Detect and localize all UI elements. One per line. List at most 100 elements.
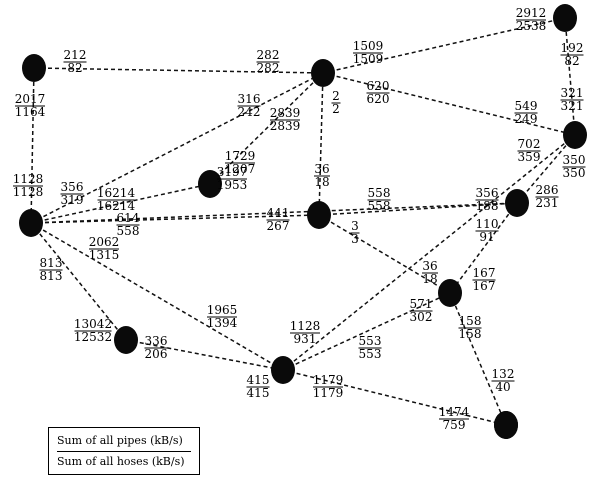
flow-label-top: 2912 xyxy=(516,6,547,20)
edge-n1-n3 xyxy=(30,67,35,224)
flow-label-top: 316 xyxy=(238,92,261,106)
flow-label-bottom: 158 xyxy=(459,327,482,341)
flow-label-top: 2062 xyxy=(89,235,120,249)
flow-label-bottom: 302 xyxy=(410,310,433,324)
flow-label-bottom: 558 xyxy=(117,224,140,238)
flow-label-bottom: 1315 xyxy=(89,248,120,262)
flow-label-bottom: 82 xyxy=(564,54,579,68)
flow-label-top: 702 xyxy=(518,137,541,151)
flow-label-bottom: 3 xyxy=(351,232,359,246)
flow-label-bottom: 359 xyxy=(518,150,541,164)
edge-n6-n7 xyxy=(516,134,576,204)
edge-n3-n8 xyxy=(30,214,320,224)
flow-label-bottom: 1953 xyxy=(217,178,248,192)
flow-label-bottom: 1509 xyxy=(353,52,384,66)
flow-label-n2-n8: 22 xyxy=(331,89,341,116)
flow-label-bottom: 231 xyxy=(536,196,559,210)
flow-label-top: 158 xyxy=(459,314,482,328)
legend-divider xyxy=(57,451,191,452)
flow-label-bottom: 16214 xyxy=(97,199,136,213)
node-n13 xyxy=(494,411,518,439)
flow-label-top: 110 xyxy=(476,217,499,231)
flow-label-bottom: 321 xyxy=(561,99,584,113)
flow-label-bottom: 620 xyxy=(367,92,390,106)
flow-label-bottom: 553 xyxy=(359,347,382,361)
flow-label-n8-n9: 33 xyxy=(350,219,360,246)
flow-label-top: 321 xyxy=(561,86,584,100)
flow-label-bottom: 319 xyxy=(61,193,84,207)
edge-n8-n9 xyxy=(318,214,451,294)
flow-label-top: 3197 xyxy=(217,165,248,179)
flow-label-top: 1128 xyxy=(13,172,44,186)
flow-label-bottom: 206 xyxy=(145,347,168,361)
legend-hoses-label: Sum of all hoses (kB/s) xyxy=(57,455,185,468)
flow-label-top: 336 xyxy=(145,334,168,348)
flow-label-top: 1509 xyxy=(353,39,384,53)
edge-n8-n7 xyxy=(318,202,518,216)
flow-label-top: 620 xyxy=(367,79,390,93)
flow-label-top: 441 xyxy=(267,206,290,220)
flow-label-bottom: 249 xyxy=(515,112,538,126)
flow-label-top: 549 xyxy=(515,99,538,113)
flow-label-top: 1474 xyxy=(439,405,470,419)
flow-label-bottom: 12532 xyxy=(74,330,112,344)
flow-label-top: 553 xyxy=(359,334,382,348)
flow-label-bottom: 415 xyxy=(247,386,270,400)
flow-label-bottom: 350 xyxy=(563,166,586,180)
node-n9 xyxy=(438,279,462,307)
node-n10 xyxy=(271,356,295,384)
edge-n9-n11 xyxy=(449,292,507,426)
node-n6 xyxy=(563,121,587,149)
edge-n3-n2 xyxy=(30,72,324,224)
flow-label-bottom: 282 xyxy=(257,61,280,75)
flow-label-top: 1179 xyxy=(313,373,344,387)
flow-label-bottom: 1207 xyxy=(225,162,256,176)
node-n8 xyxy=(307,201,331,229)
edge-n10-n11 xyxy=(282,369,507,426)
node-n12 xyxy=(114,326,138,354)
flow-label-top: 192 xyxy=(561,41,584,55)
node-n3 xyxy=(19,209,43,237)
flow-label-top: 1729 xyxy=(225,149,256,163)
flow-label-bottom: 759 xyxy=(443,418,466,432)
flow-label-bottom: 2538 xyxy=(516,19,547,33)
flow-label-bottom: 242 xyxy=(238,105,261,119)
flow-label-top: 282 xyxy=(257,48,280,62)
node-n4 xyxy=(553,4,577,32)
flow-label-top: 167 xyxy=(473,266,496,280)
flow-label-top: 2839 xyxy=(270,106,301,120)
flow-label-top: 13042 xyxy=(74,317,112,331)
flow-label-top: 558 xyxy=(368,186,391,200)
edge-n2-n6 xyxy=(322,72,576,136)
node-n5 xyxy=(198,170,222,198)
flow-label-bottom: 1394 xyxy=(207,316,238,330)
